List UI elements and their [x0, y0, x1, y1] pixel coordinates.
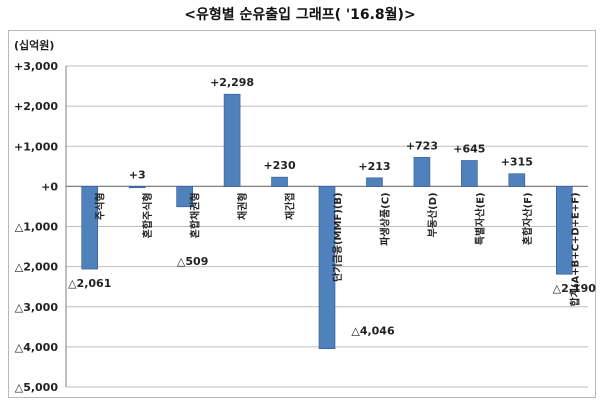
bar-6: [366, 177, 383, 187]
bar-7: [413, 157, 431, 187]
data-label: +315: [501, 156, 533, 169]
y-tick-label: +2,000: [14, 100, 58, 113]
bar-9: [508, 173, 526, 187]
data-label: +723: [406, 139, 438, 152]
bars: [81, 93, 573, 350]
y-tick-label: △2,000: [15, 261, 59, 274]
data-labels: △2,061 +3 △509 +2,298 +230 △4,046 +213 +723 +645…: [68, 76, 596, 338]
data-label: +230: [263, 159, 296, 172]
category-label: 재간접: [284, 192, 297, 220]
y-tick-label: +1,000: [14, 140, 58, 153]
category-label: 파생상품(C): [378, 192, 391, 245]
data-label: △4,046: [351, 325, 395, 338]
y-tick-label: +3,000: [14, 60, 58, 73]
category-label: 혼합주식형: [141, 192, 154, 238]
y-tick-label: +0: [41, 180, 58, 193]
data-label: +213: [358, 160, 390, 173]
bar-8: [461, 160, 478, 187]
category-labels: 주식형 혼합주식형 혼합채권형 채권형 재간접 단기금융(MMF)(B) 파생상품(C) 부동…: [94, 192, 582, 306]
data-label: +2,298: [210, 76, 254, 89]
category-label: 부동산(D): [426, 192, 439, 237]
y-tick-label: △3,000: [15, 301, 59, 314]
chart-border: [8, 30, 596, 398]
data-label: △2,190: [553, 282, 597, 295]
data-label: +3: [129, 168, 146, 181]
bar-0: [81, 186, 99, 270]
category-label: 채권형: [236, 192, 249, 220]
y-tick-label: △1,000: [15, 221, 59, 234]
chart-title: <유형별 순유출입 그래프( '16.8월)>: [184, 7, 416, 23]
category-label: 혼합자산(F): [521, 192, 534, 245]
bar-10: [555, 186, 573, 275]
gridlines: [65, 65, 588, 388]
bar-1: [128, 185, 146, 189]
y-tick-label: △4,000: [15, 341, 59, 354]
data-label: +645: [453, 142, 485, 155]
y-tick-labels: +3,000 +2,000 +1,000 +0 △1,000 △2,000 △3,000 △4…: [14, 60, 58, 394]
category-label: 주식형: [94, 192, 107, 220]
bar-2: [176, 186, 193, 208]
category-label: 혼합채권형: [189, 192, 202, 238]
category-label: 단기금융(MMF)(B): [331, 192, 344, 281]
category-label: 특별자산(E): [473, 192, 486, 245]
category-label: 합계(A+B+C+D+E+F): [568, 192, 581, 306]
data-label: △509: [177, 255, 208, 268]
bar-3: [223, 93, 241, 187]
y-unit-label: (십억원): [14, 38, 54, 52]
data-label: △2,061: [68, 277, 111, 290]
bar-4: [271, 176, 288, 187]
y-tick-label: △5,000: [15, 381, 59, 394]
bar-5: [318, 186, 336, 350]
